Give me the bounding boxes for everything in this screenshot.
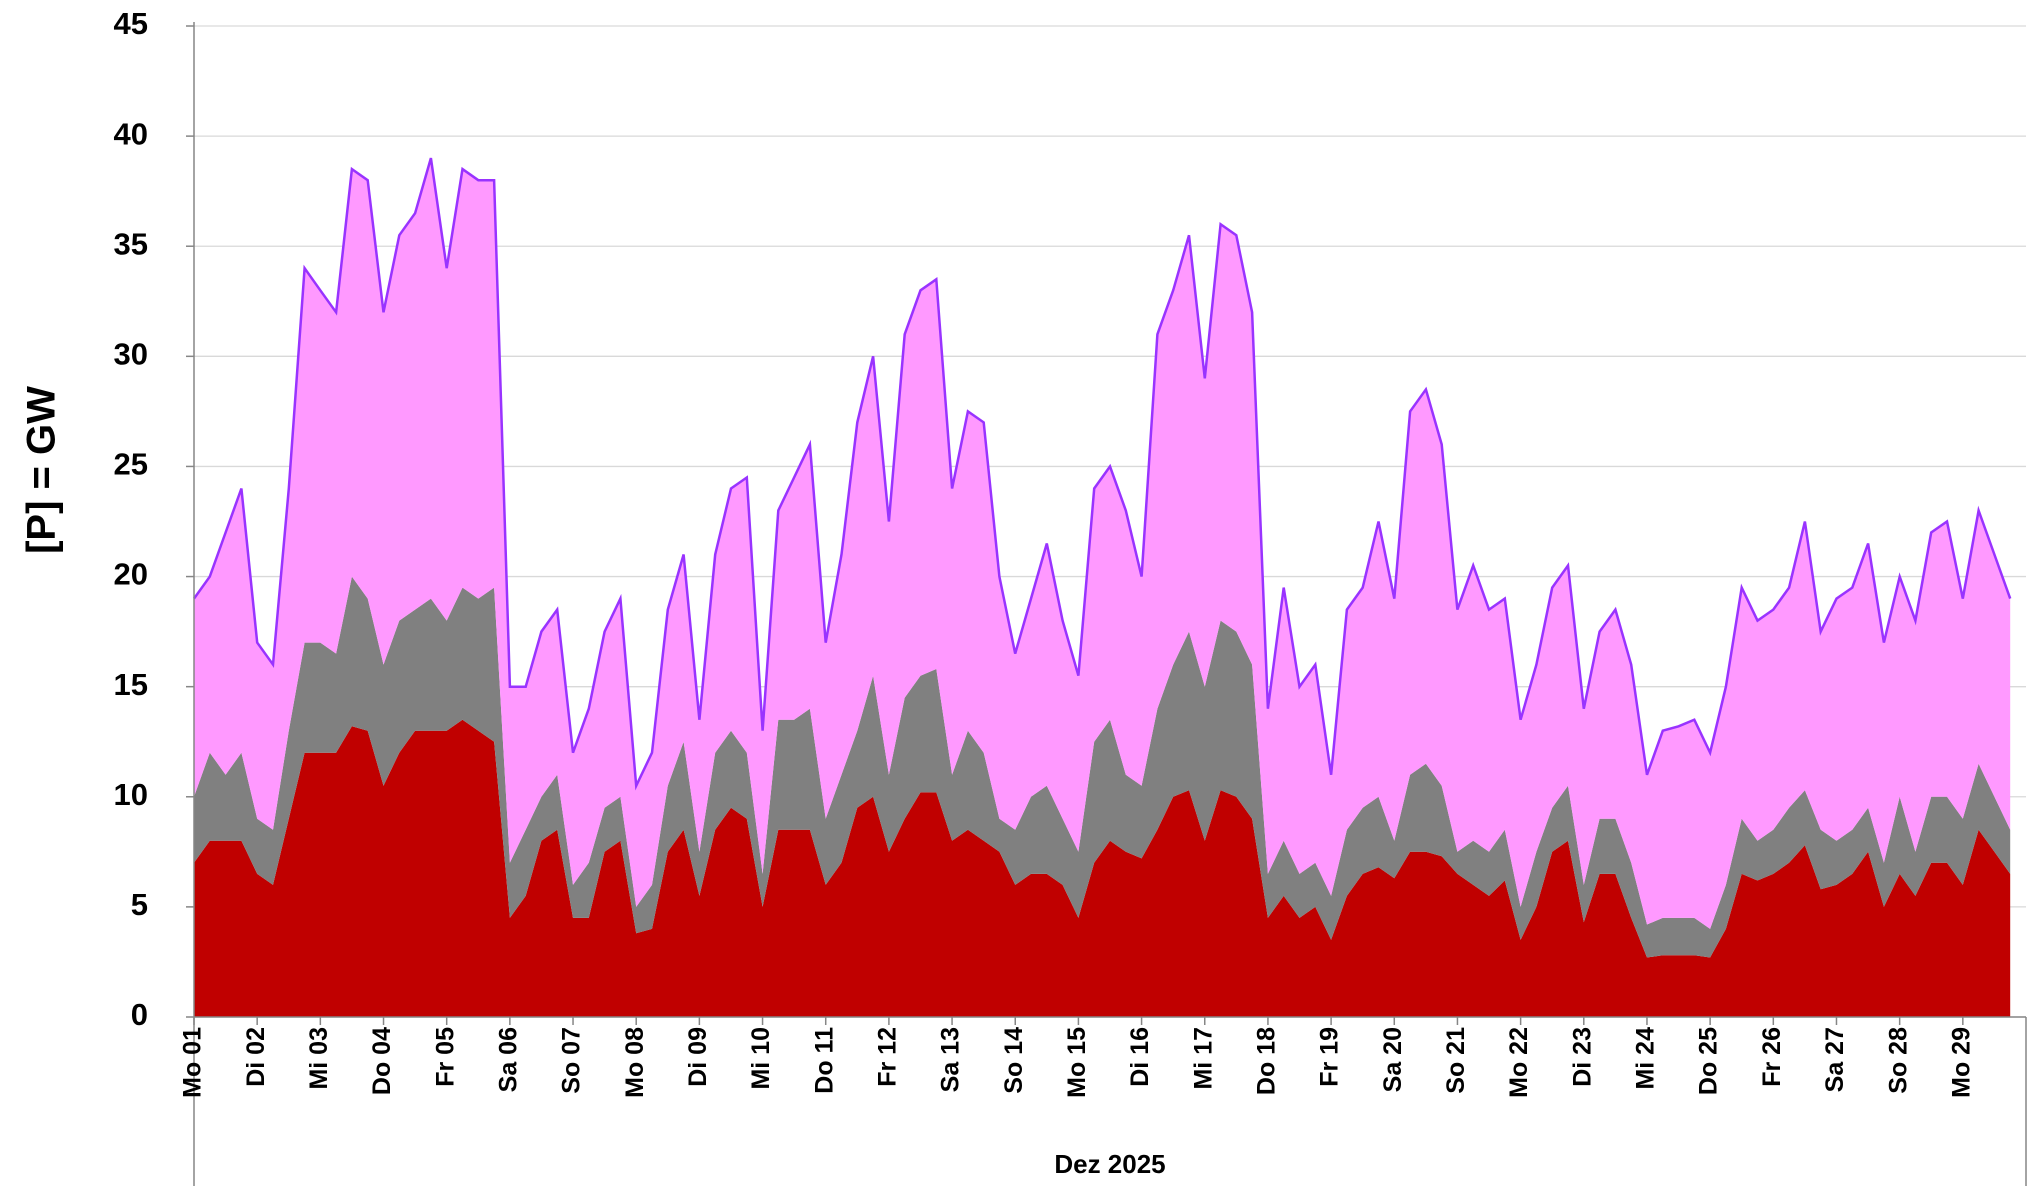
y-tick-label: 0 [131, 997, 148, 1032]
y-tick-label: 30 [114, 337, 148, 372]
x-tick-label: Di 16 [1126, 1027, 1154, 1087]
x-tick-label: Di 09 [684, 1027, 712, 1087]
x-tick-label: Fr 05 [431, 1027, 459, 1087]
x-tick-label: So 14 [1000, 1027, 1028, 1094]
y-tick-label: 45 [114, 6, 148, 41]
x-tick-label: Mi 17 [1189, 1027, 1217, 1090]
x-tick-label: Sa 20 [1379, 1027, 1407, 1092]
x-tick-label: Mo 15 [1063, 1027, 1091, 1098]
x-tick-label: Mo 01 [179, 1027, 207, 1098]
area [194, 576, 2011, 958]
y-tick-label: 5 [131, 887, 148, 922]
y-axis-title: [P] = GW [20, 386, 64, 554]
x-tick-label: Mo 29 [1947, 1027, 1975, 1098]
x-tick-label: Do 25 [1695, 1027, 1723, 1095]
y-tick-label: 20 [114, 557, 148, 592]
y-tick-label: 15 [114, 667, 148, 702]
x-tick-label: So 28 [1884, 1027, 1912, 1094]
x-tick-label: Fr 26 [1758, 1027, 1786, 1087]
x-tick-label: Fr 12 [874, 1027, 902, 1087]
x-tick-label: So 07 [558, 1027, 586, 1094]
x-tick-label: Do 11 [810, 1027, 838, 1094]
x-tick-label: Mi 10 [747, 1027, 775, 1090]
x-tick-label: So 21 [1442, 1027, 1470, 1094]
x-tick-label: Do 04 [368, 1027, 396, 1095]
x-tick-label: Mo 22 [1505, 1027, 1533, 1098]
y-tick-label: 35 [114, 226, 148, 261]
x-tick-label: Di 02 [242, 1027, 270, 1087]
x-tick-label: Fr 19 [1316, 1027, 1344, 1087]
area [194, 158, 2011, 929]
x-tick-label: Mi 03 [305, 1027, 333, 1090]
y-tick-label: 10 [114, 777, 148, 812]
y-tick-label: 40 [114, 116, 148, 151]
x-tick-label: Mo 08 [621, 1027, 649, 1098]
y-tick-label: 25 [114, 447, 148, 482]
area-edge [192, 157, 2012, 791]
x-tick-label: Sa 13 [937, 1027, 965, 1092]
x-tick-label: Do 18 [1253, 1027, 1281, 1095]
x-tick-label: Sa 06 [494, 1027, 522, 1092]
x-tick-label: Di 23 [1568, 1027, 1596, 1087]
area [194, 719, 2011, 1017]
x-tick-label: Mi 24 [1632, 1027, 1660, 1090]
x-axis-title: Dez 2025 [1054, 1149, 1165, 1179]
x-tick-label: Sa 27 [1821, 1027, 1849, 1092]
